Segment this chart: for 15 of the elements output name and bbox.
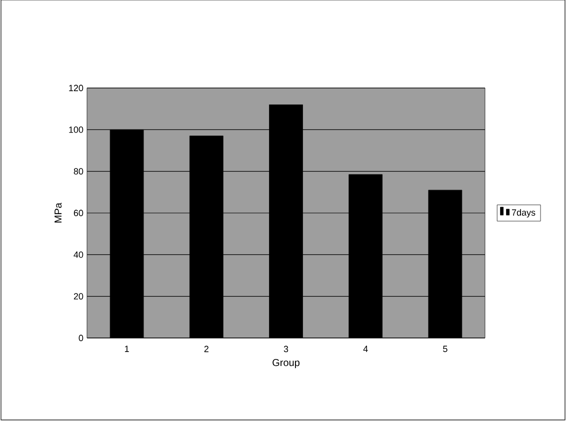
y-tick-label: 60 [74, 210, 84, 216]
x-tick-label: 5 [443, 346, 448, 352]
x-tick-label: 2 [204, 346, 208, 352]
y-tick-label: 40 [74, 251, 84, 258]
x-tick-label: 4 [363, 346, 368, 352]
x-tick-label: 1 [124, 346, 129, 352]
x-axis-title: Group [272, 359, 300, 368]
y-tick-label: 120 [69, 84, 84, 92]
y-axis-title: MPa [54, 202, 62, 222]
y-tick-label: 80 [74, 168, 84, 175]
y-tick-label: 0 [78, 334, 84, 342]
x-tick-label: 3 [284, 346, 288, 352]
y-tick-label: 100 [69, 126, 84, 133]
legend-label: 7days [512, 209, 536, 218]
y-tick-label: 20 [74, 293, 84, 300]
